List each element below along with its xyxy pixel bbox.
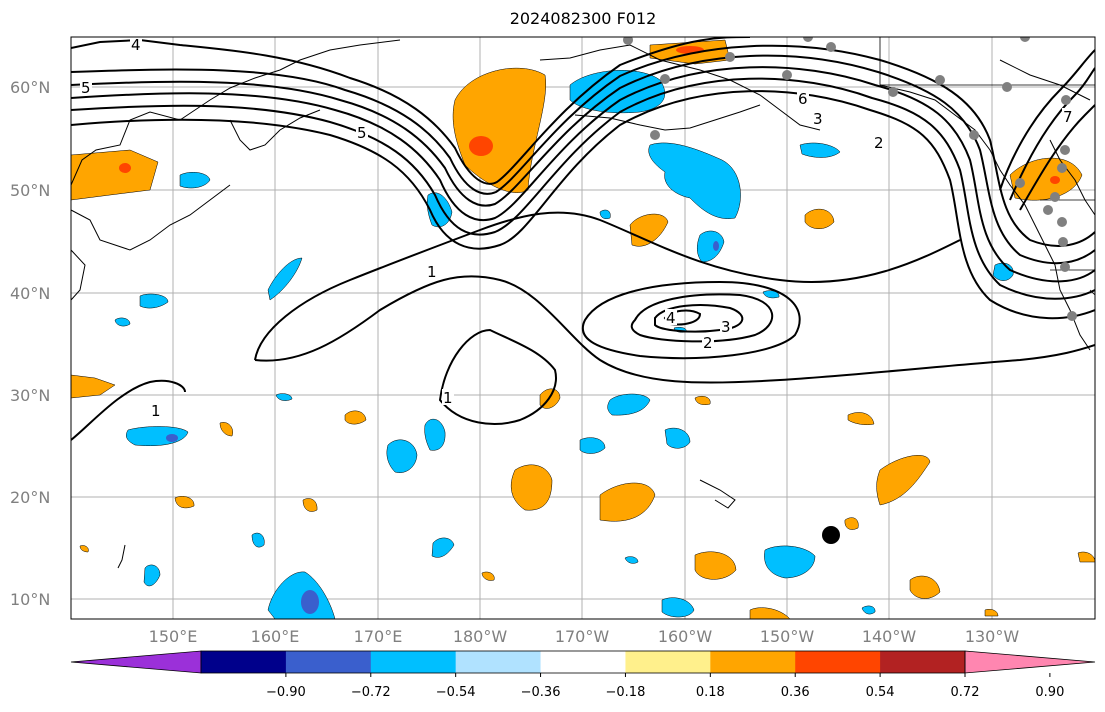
svg-text:3: 3 — [721, 318, 731, 336]
lon-label-180w: 180°W — [452, 627, 508, 646]
lon-label-140w: 140°W — [861, 627, 917, 646]
lon-label-160w: 160°W — [657, 627, 713, 646]
svg-text:4: 4 — [131, 36, 141, 54]
lat-label-40n: 40°N — [10, 284, 51, 303]
colorbar-tick-label: 0.18 — [695, 685, 725, 700]
svg-text:5: 5 — [81, 79, 91, 97]
colorbar-tick-label: −0.36 — [520, 685, 561, 700]
positive-anomaly-areas — [71, 39, 1095, 619]
svg-text:1: 1 — [151, 402, 161, 420]
contour-label-1b: 1 — [442, 389, 454, 407]
colorbar-segment — [455, 651, 542, 673]
colorbar-tick-label: 0.72 — [950, 685, 980, 700]
lon-label-130w: 130°W — [964, 627, 1020, 646]
contour-label-2b: 2 — [873, 134, 885, 152]
contour-label-7: 7 — [1062, 108, 1074, 126]
lat-label-50n: 50°N — [10, 181, 51, 200]
contour-label-1c: 1 — [150, 402, 162, 420]
colorbar-segment — [625, 651, 711, 673]
contour-label-3b: 3 — [812, 110, 824, 128]
map-title: 2024082300 F012 — [509, 9, 657, 28]
gridlines — [71, 37, 1095, 619]
contour-label-5a: 5 — [80, 79, 92, 97]
colorbar-tick-label: −0.54 — [435, 685, 476, 700]
lat-label-20n: 20°N — [10, 488, 51, 507]
contour-label-1a: 1 — [426, 263, 438, 281]
contour-lines — [71, 37, 1095, 441]
lon-label-160e: 160°E — [250, 627, 300, 646]
colorbar-tick-label: 0.36 — [780, 685, 810, 700]
station-markers — [623, 37, 1077, 321]
contour-label-3a: 3 — [720, 318, 732, 336]
svg-text:2: 2 — [874, 134, 884, 152]
svg-text:7: 7 — [1063, 108, 1073, 126]
contour-label-6: 6 — [797, 90, 809, 108]
storm-center-marker — [822, 526, 840, 544]
lat-label-10n: 10°N — [10, 590, 51, 609]
negative-anomaly-areas — [114, 70, 1014, 619]
colorbar-segment — [880, 651, 966, 673]
contour-label-5b: 5 — [356, 124, 368, 142]
colorbar-extend-high — [964, 650, 1096, 674]
colorbar-segment — [370, 651, 457, 673]
colorbar-tick-label: 0.90 — [1035, 685, 1065, 700]
lat-label-60n: 60°N — [10, 78, 51, 97]
colorbar-segment — [540, 651, 626, 673]
lon-label-170e: 170°E — [353, 627, 403, 646]
svg-text:1: 1 — [443, 389, 453, 407]
svg-text:6: 6 — [798, 90, 808, 108]
map-frame — [70, 36, 1096, 620]
colorbar-tick-label: −0.18 — [605, 685, 646, 700]
contour-label-4b: 4 — [665, 309, 677, 327]
colorbar-tick-label: 0.54 — [865, 685, 895, 700]
svg-text:2: 2 — [703, 334, 713, 352]
contour-label-4a: 4 — [130, 36, 142, 54]
lon-label-150w: 150°W — [759, 627, 815, 646]
coastlines — [71, 39, 1095, 569]
colorbar-segment — [285, 651, 372, 673]
colorbar-tick-label: −0.72 — [350, 685, 391, 700]
colorbar-extend-low — [70, 650, 202, 674]
lat-label-30n: 30°N — [10, 386, 51, 405]
colorbar-tick-label: −0.90 — [265, 685, 306, 700]
svg-text:1: 1 — [427, 263, 437, 281]
svg-text:4: 4 — [666, 309, 676, 327]
contour-label-2a: 2 — [702, 334, 714, 352]
colorbar-segment — [795, 651, 881, 673]
colorbar-segment — [201, 651, 287, 673]
borders — [879, 37, 1095, 296]
colorbar-frame — [200, 650, 966, 674]
svg-text:3: 3 — [813, 110, 823, 128]
strong-negative-anomaly-areas — [166, 241, 719, 614]
svg-text:5: 5 — [357, 124, 367, 142]
lon-label-150e: 150°E — [148, 627, 198, 646]
colorbar-segment — [710, 651, 796, 673]
contour-label-group: 1 1 1 2 2 3 3 4 4 5 5 6 7 — [80, 36, 1074, 420]
colorbar — [70, 650, 1096, 677]
strong-positive-anomaly-areas — [119, 46, 1060, 184]
lon-label-170w: 170°W — [554, 627, 610, 646]
